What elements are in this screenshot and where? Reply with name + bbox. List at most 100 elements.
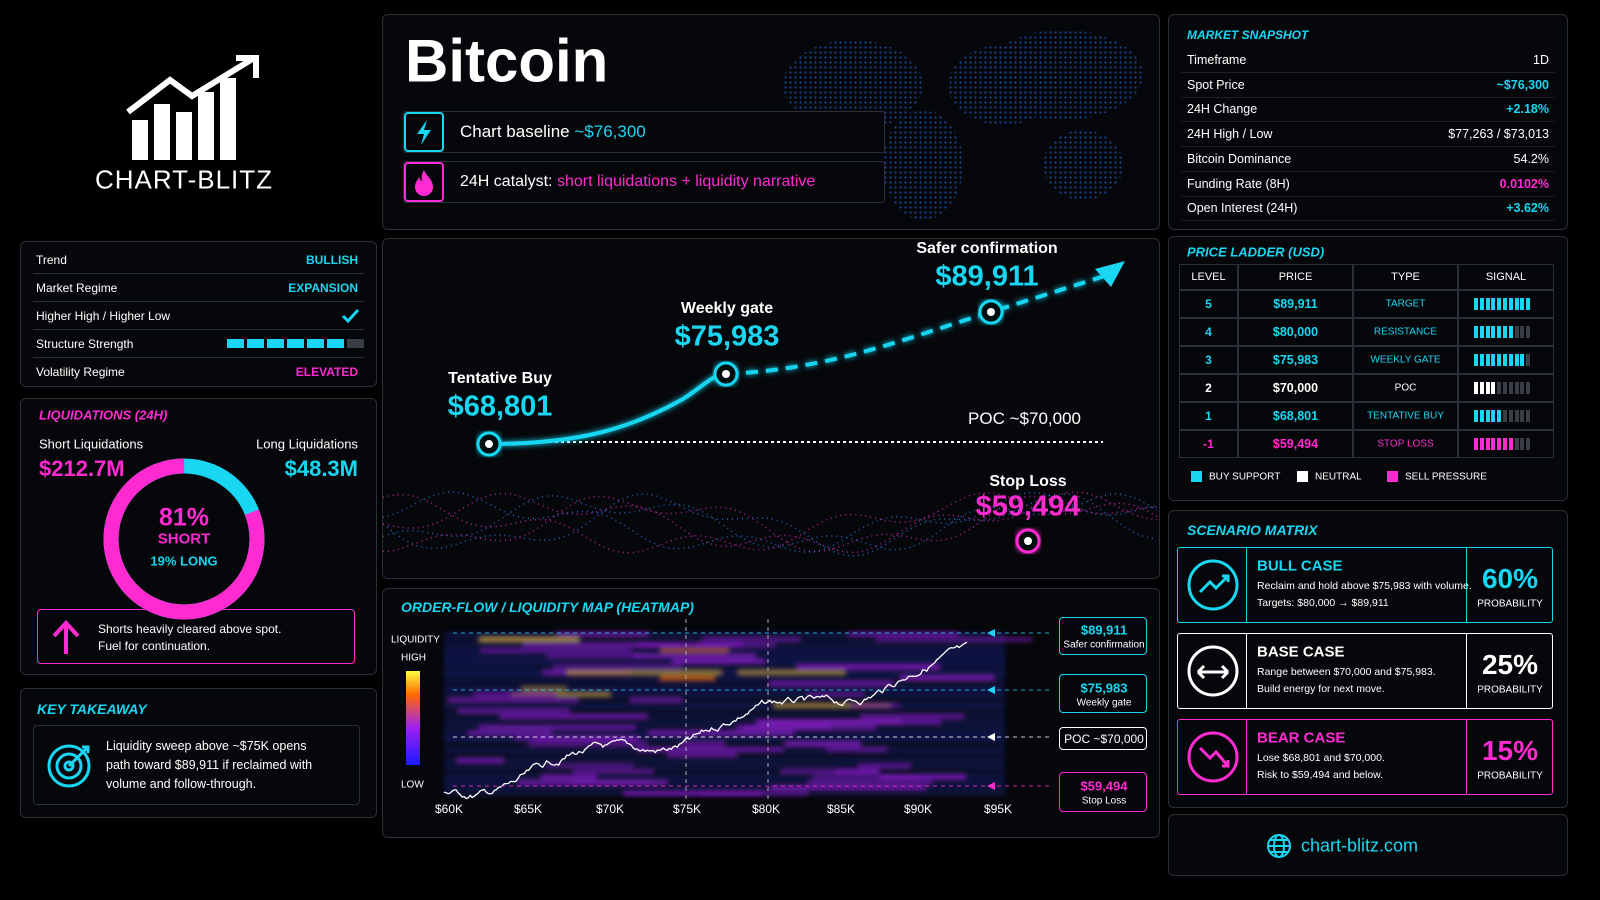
price-trace [443,641,968,800]
heat-spot [807,692,865,697]
scenario-box: BASE CASE Range between $70,000 and $75,9… [1177,633,1553,709]
column-header: TYPE [1391,271,1420,283]
case-line: Risk to $59,494 and below. [1257,769,1384,781]
cell [1353,264,1458,290]
heat-spot [480,648,632,653]
scenario-icon [1187,731,1239,783]
panel-title: ORDER-FLOW / LIQUIDITY MAP (HEATMAP) [401,599,694,615]
long-value: $48.3M [284,456,358,481]
signal-bar [1526,410,1531,422]
legend-label: BUY SUPPORT [1209,471,1281,483]
case-line: Reclaim and hold above $75,983 with volu… [1257,580,1472,592]
snap-label: Timeframe [1187,53,1247,67]
cell [1179,290,1238,318]
signal-bar [1514,382,1519,394]
poc-label: POC ~$70,000 [968,409,1081,428]
heat-spot [672,659,765,664]
heat-spot [467,731,553,735]
type: TARGET [1385,298,1426,310]
cell [1179,264,1238,290]
strength-segment [247,339,264,348]
signal-bar [1491,354,1496,366]
tag-box: $75,983 Weekly gate [1059,674,1147,713]
heat-spot [773,703,891,708]
heat-band [444,710,1005,713]
snap-value: 54.2% [1513,151,1549,166]
scenario-icon [1187,645,1239,697]
level: 1 [1205,409,1212,423]
short-text: SHORT [157,530,211,548]
cell [1179,318,1238,346]
value: ~$76,300 [574,122,646,141]
level: 2 [1205,381,1212,395]
cell [1179,402,1238,430]
footer-url[interactable]: chart-blitz.com [1301,835,1419,856]
price: $75,983 [1272,353,1319,367]
panel-title: LIQUIDATIONS (24H) [39,407,168,423]
legend-label: SELL PRESSURE [1405,471,1487,483]
heat-band [444,770,1005,773]
heat-band [444,721,1005,724]
heatmap-panel: ORDER-FLOW / LIQUIDITY MAP (HEATMAP) LIQ… [382,588,1160,838]
heat-spot [875,637,1033,642]
x-label: $65K [513,802,543,816]
divider [1181,121,1555,123]
logo-icon [126,55,259,160]
signal-bar [1508,326,1513,338]
probability-label: PROBABILITY [1477,684,1543,696]
cell [1353,318,1458,346]
stop-price: $59,494 [975,490,1081,523]
signal-bar [1497,354,1502,366]
x-label: $95K [983,802,1013,816]
snap-value: 0.0102% [1499,176,1549,191]
probability: 15% [1481,735,1539,766]
heat-spot [796,665,940,669]
signal-bar [1526,382,1531,394]
snapshot-panel: MARKET SNAPSHOT Timeframe 1D Spot Price ~$7… [1168,14,1568,230]
strength-segment [307,339,324,348]
signal-bar [1508,410,1513,422]
price-path [383,261,1158,557]
cell [1179,430,1238,458]
takeaway-panel: KEY TAKEAWAY Liquidity sweep above ~$75K… [20,688,377,818]
heat-spot [767,720,902,724]
signal-bar [1491,382,1496,394]
liquidations-panel: LIQUIDATIONS (24H) Short Liquidations $2… [20,398,377,675]
long-text: 19% LONG [150,553,218,569]
short-share: 81% [158,503,210,532]
strength-segment [327,339,344,348]
heat-spot [629,698,683,702]
price: $70,000 [1272,381,1319,395]
signal-bar [1514,354,1519,366]
snap-value: +2.18% [1506,102,1549,117]
heat-spot [744,725,832,730]
signal-bar [1526,298,1531,310]
signal-bar [1479,326,1484,338]
heat-spot [633,654,756,658]
icon [1198,746,1230,768]
strength-segment [287,339,304,348]
price: $68,801 [1272,409,1319,423]
takeaway-line: volume and follow-through. [106,777,257,791]
signal-bar [1497,298,1502,310]
signal-bar [1526,354,1531,366]
signal-bar [1479,382,1484,394]
heat-spot [566,670,722,675]
signal-bar [1514,410,1519,422]
panel-title: SCENARIO MATRIX [1187,522,1318,538]
scenario-box: BEAR CASE Lose $68,801 and $70,000. Risk t… [1177,719,1553,795]
signal-bar [1474,382,1478,394]
tag-price: POC ~$70,000 [1064,731,1144,746]
signal-bar [1491,438,1496,450]
divider [1246,548,1247,622]
price: $59,494 [1272,437,1319,451]
heat-spot [880,775,966,779]
x-label: $85K [826,802,856,816]
snap-label: Bitcoin Dominance [1187,151,1292,166]
takeaway-box: Liquidity sweep above ~$75K opens path to… [33,725,360,805]
signal-bar [1474,410,1478,422]
tag-note: Weekly gate [1076,697,1132,708]
heat-band [444,787,1005,790]
signal-bar [1503,326,1507,338]
